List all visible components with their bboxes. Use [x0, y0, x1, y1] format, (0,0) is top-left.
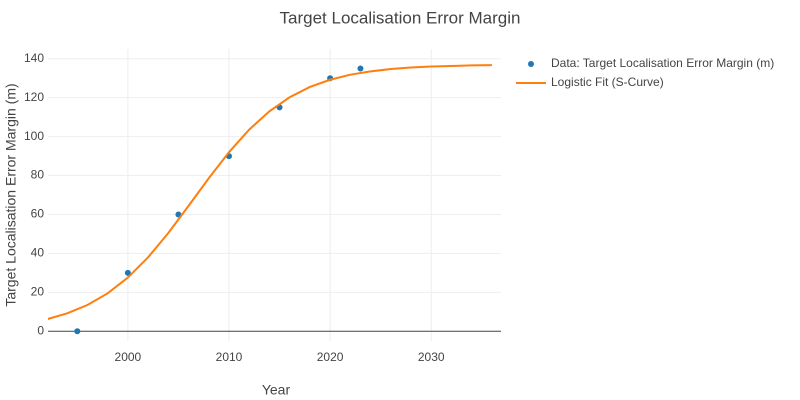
data-point: [74, 328, 81, 335]
plot-area: [48, 64, 492, 335]
y-tick-label: 120: [24, 90, 44, 104]
y-tick-label: 80: [31, 168, 45, 182]
legend: Data: Target Localisation Error Margin (…: [516, 56, 774, 89]
data-point: [357, 65, 364, 72]
x-tick-label: 2030: [418, 350, 445, 364]
y-tick-label: 0: [37, 323, 44, 337]
x-tick-label: 2000: [115, 350, 142, 364]
y-tick-label: 40: [31, 246, 45, 260]
chart-title: Target Localisation Error Margin: [280, 8, 521, 27]
legend-label: Data: Target Localisation Error Margin (…: [551, 56, 774, 70]
x-tick-label: 2020: [317, 350, 344, 364]
legend-label: Logistic Fit (S-Curve): [551, 75, 664, 89]
y-axis-title: Target Localisation Error Margin (m): [3, 83, 19, 306]
data-point: [124, 269, 131, 276]
legend-symbol: [528, 61, 534, 67]
fit-line: [48, 64, 492, 320]
x-tick-label: 2010: [216, 350, 243, 364]
y-tick-label: 100: [24, 129, 44, 143]
y-tick-label: 60: [31, 207, 45, 221]
x-axis-title: Year: [262, 382, 291, 398]
y-tick-label: 20: [31, 285, 45, 299]
grid: 2000 2010 2020 2030 0 20 40 60 80 100 120 140: [24, 49, 501, 364]
y-tick-label: 140: [24, 51, 44, 65]
